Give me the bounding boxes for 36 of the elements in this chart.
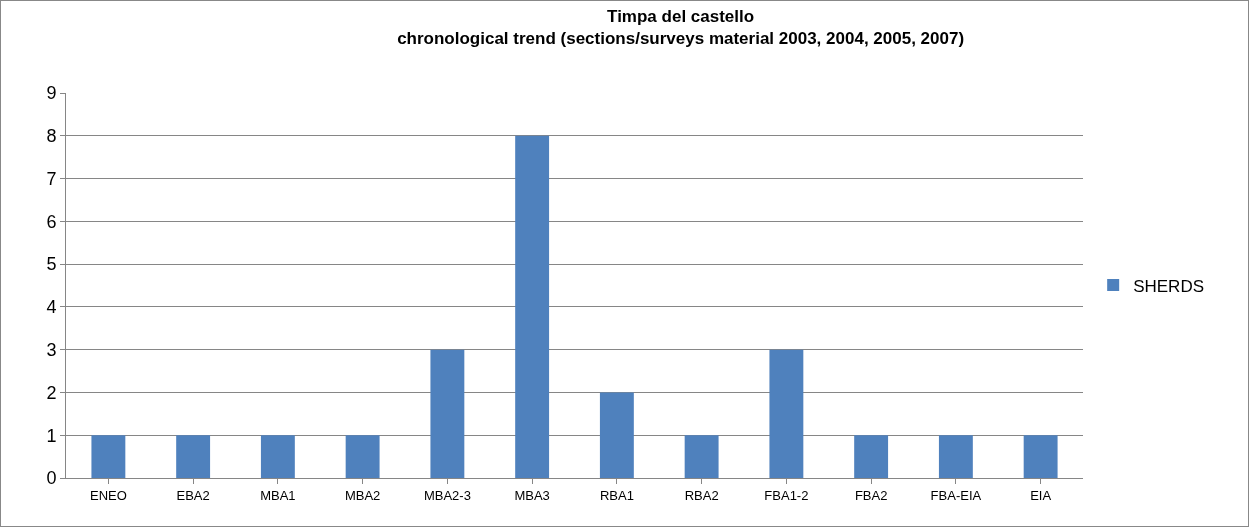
- x-tick-label: MBA2: [344, 487, 381, 503]
- y-tick-label: 4: [46, 297, 57, 318]
- bar: [599, 392, 634, 478]
- y-tick-label: 0: [46, 468, 57, 489]
- bar: [515, 135, 550, 478]
- bar: [684, 435, 719, 478]
- x-tick-label: FBA2: [854, 487, 888, 503]
- x-tick-label: FBA1-2: [764, 487, 809, 503]
- x-tick-label: MBA2-3: [423, 487, 471, 503]
- bar: [91, 435, 126, 478]
- x-tick-label: EBA2: [176, 487, 210, 503]
- bar: [1023, 435, 1058, 478]
- bar: [854, 435, 889, 478]
- y-tick-label: 9: [46, 83, 57, 104]
- bar: [430, 349, 465, 478]
- y-tick-label: 8: [46, 126, 57, 147]
- x-tick-label: RBA2: [684, 487, 719, 503]
- chart-title: Timpa del castello chronological trend (sections/surveys material 2003, 2004, 2005, 2007): [397, 7, 965, 49]
- y-tick-label: 1: [46, 425, 57, 446]
- y-tick-label: 2: [46, 382, 57, 403]
- y-tick-label: 7: [46, 168, 57, 189]
- bar: [938, 435, 973, 478]
- x-tick-label: MBA1: [260, 487, 296, 503]
- y-tick-label: 6: [46, 211, 57, 232]
- y-tick-label: 3: [46, 339, 57, 360]
- x-tick-label: FBA-EIA: [930, 487, 982, 503]
- x-tick-label: ENEO: [89, 487, 127, 503]
- x-tick-label: MBA3: [514, 487, 550, 503]
- x-tick-label: RBA1: [599, 487, 634, 503]
- bar: [260, 435, 295, 478]
- bar: [176, 435, 211, 478]
- bar: [769, 349, 804, 478]
- bar: [345, 435, 380, 478]
- legend-label: SHERDS: [1133, 276, 1205, 296]
- x-tick-label: EIA: [1030, 487, 1052, 503]
- y-tick-label: 5: [46, 254, 57, 275]
